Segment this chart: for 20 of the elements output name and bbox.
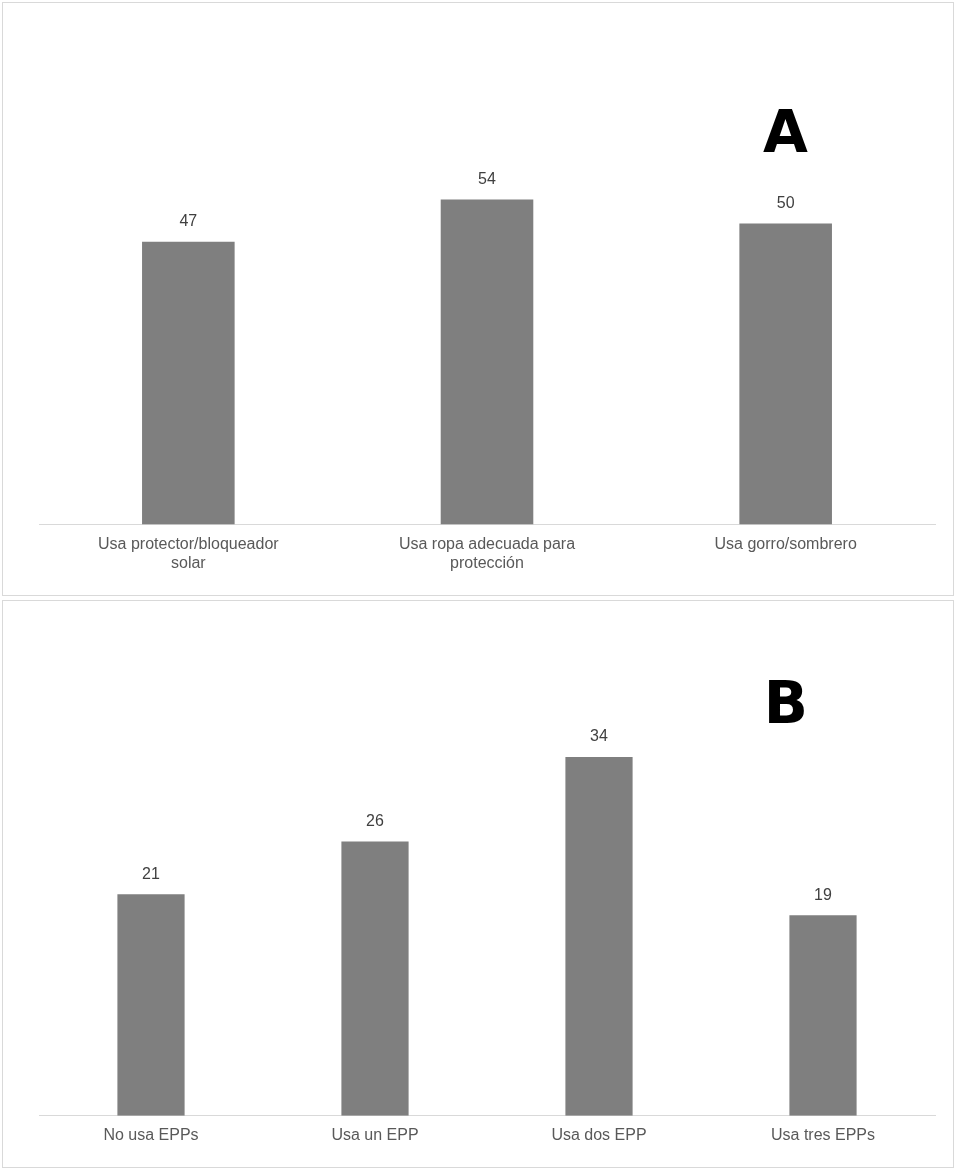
x-tick-label: Usa ropa adecuada para protección (398, 534, 576, 571)
x-tick-label: Usa dos EPP (551, 1125, 647, 1143)
bar (565, 757, 633, 1116)
bar (341, 841, 409, 1116)
data-label: 26 (366, 811, 384, 829)
data-label: 21 (142, 864, 160, 882)
data-label: 19 (814, 885, 832, 903)
text: A (763, 98, 808, 166)
x-tick-label: Usa un EPP (331, 1125, 419, 1143)
x-tick-label: Usa gorro/sombrero (714, 534, 857, 552)
bar (117, 894, 185, 1116)
x-tick-label: No usa EPPs (103, 1125, 199, 1143)
x-tick-label: Usa tres EPPs (770, 1125, 876, 1143)
data-label: 47 (179, 212, 198, 230)
bar (789, 915, 857, 1116)
data-label: 54 (478, 169, 496, 187)
data-label: 34 (590, 727, 608, 745)
text: B (763, 669, 808, 737)
data-label: 50 (776, 194, 795, 212)
x-tick-label: Usa protector/bloqueador solar (98, 534, 280, 571)
